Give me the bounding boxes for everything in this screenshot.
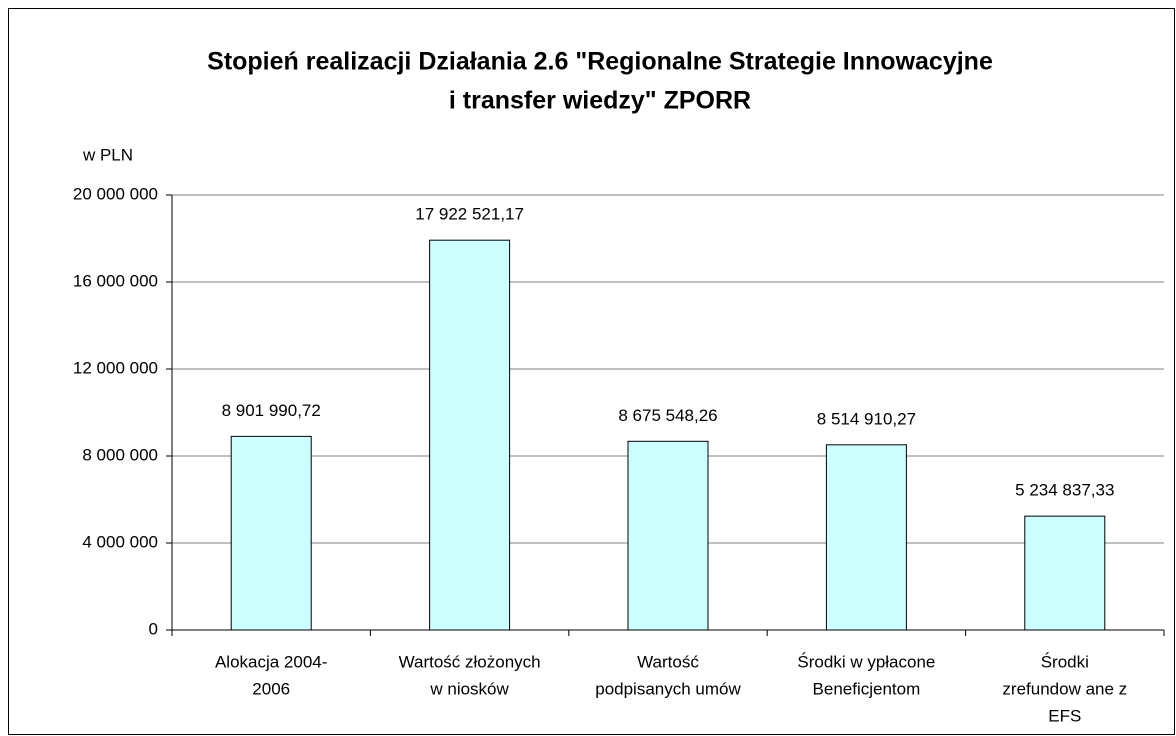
x-tick-label: Środki w ypłacone [797, 652, 935, 671]
value-label: 8 514 910,27 [817, 409, 916, 428]
y-axis-label: w PLN [82, 145, 133, 164]
x-tick-label: Wartość [637, 652, 699, 671]
chart-title: Stopień realizacji Działania 2.6 "Region… [207, 48, 993, 76]
x-tick-label: EFS [1048, 706, 1081, 725]
y-tick-label: 20 000 000 [73, 184, 158, 203]
x-tick-label: Środki [1041, 652, 1089, 671]
bar [825, 444, 907, 631]
chart-title: i transfer wiedzy" ZPORR [449, 87, 751, 115]
y-tick-label: 0 [149, 619, 158, 638]
value-label: 5 234 837,33 [1015, 481, 1114, 500]
x-tick-label: zrefundow ane z [1002, 679, 1127, 698]
x-tick-label: Beneficjentom [813, 679, 921, 698]
x-tick-label: podpisanych umów [595, 679, 741, 698]
y-tick-label: 8 000 000 [82, 445, 158, 464]
x-tick-label: 2006 [252, 679, 290, 698]
x-tick-label: Alokacja 2004- [215, 652, 327, 671]
value-label: 8 675 548,26 [618, 406, 717, 425]
x-tick-label: w niosków [429, 679, 509, 698]
bar [1024, 515, 1106, 631]
bar [627, 440, 709, 631]
bar [429, 239, 511, 631]
y-tick-label: 12 000 000 [73, 358, 158, 377]
bar [230, 435, 312, 631]
x-tick-label: Wartość złożonych [399, 652, 541, 671]
y-tick-label: 4 000 000 [82, 532, 158, 551]
value-label: 17 922 521,17 [415, 205, 524, 224]
chart-frame [8, 8, 1175, 735]
y-tick-label: 16 000 000 [73, 271, 158, 290]
value-label: 8 901 990,72 [222, 401, 321, 420]
